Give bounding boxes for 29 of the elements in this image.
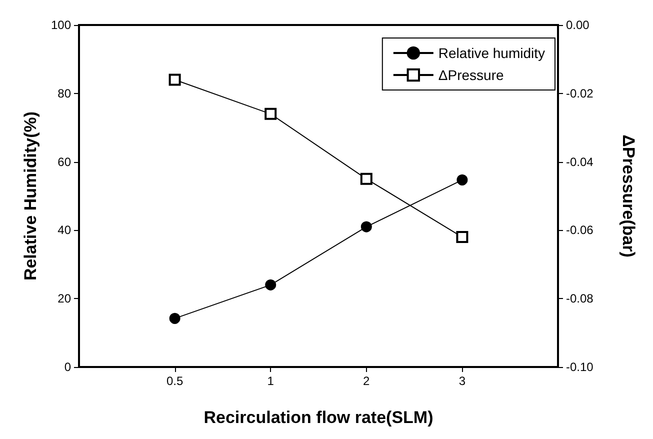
y2-tick-label: -0.06 [566,223,594,238]
point [456,231,468,244]
y-tick-label: 80 [58,86,72,100]
point [264,108,277,120]
y2-axis-title: ΔPressure(bar) [619,134,638,258]
y2-tick-label: -0.08 [566,292,594,306]
x-tick-label: 0.5 [166,374,184,388]
y-tick-label: 100 [50,18,72,32]
point [265,279,276,290]
point [360,221,372,232]
point [360,172,372,185]
legend-label: ΔPressure [438,67,504,83]
x-axis-title: Recirculation flow rate(SLM) [204,408,434,427]
y-tick-label: 40 [58,223,72,238]
x-tick-label: 1 [267,374,274,388]
y-tick-label: 0 [64,360,72,374]
x-tick-label: 2 [363,374,370,388]
legend-label: Relative humidity [438,45,546,61]
point [456,174,468,186]
y2-tick-label: -0.02 [566,86,594,100]
x-tick-label: 3 [458,374,466,388]
y-tick-label: 20 [58,292,72,306]
point [169,312,180,324]
point [168,74,181,86]
y-axis-title: Relative Humidity(%) [21,111,40,281]
y2-tick-label: -0.04 [566,154,594,169]
y2-tick-label: -0.10 [566,360,594,374]
y-tick-label: 60 [58,154,72,169]
y2-tick-label: 0.00 [566,18,590,32]
